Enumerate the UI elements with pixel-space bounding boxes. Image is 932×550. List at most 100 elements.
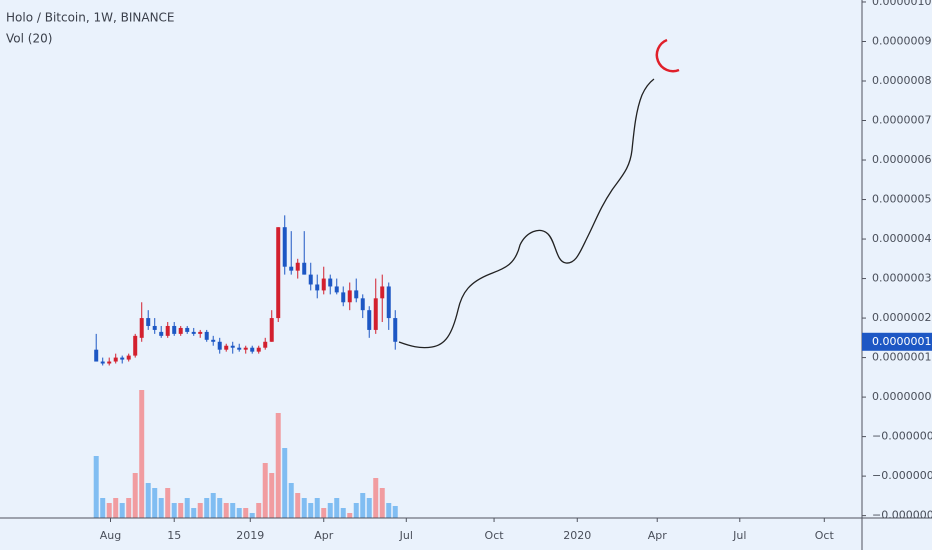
volume-bar — [100, 498, 106, 518]
moon-icon — [655, 38, 680, 73]
candle-body — [328, 278, 333, 287]
candle-body — [276, 227, 281, 319]
candle-body — [100, 361, 105, 364]
candle-body — [347, 290, 352, 303]
candle-body — [386, 286, 391, 319]
y-tick-label: 0.00000060 — [872, 153, 932, 166]
x-tick-label: Apr — [648, 529, 668, 542]
y-tick-label: 0.00000080 — [872, 74, 932, 87]
x-tick-label: Jul — [399, 529, 413, 542]
candle-body — [191, 331, 196, 334]
volume-bar — [275, 413, 281, 518]
volume-bar — [191, 508, 197, 518]
volume-bar — [314, 498, 320, 518]
volume-bar — [366, 498, 372, 518]
volume-bar — [178, 503, 184, 518]
candle-body — [120, 357, 125, 360]
volume-bar — [288, 483, 294, 518]
volume-bar — [132, 473, 138, 518]
volume-bar — [269, 473, 275, 518]
y-tick-label: 0.00000010 — [872, 351, 932, 364]
candle-body — [269, 318, 274, 342]
volume-bar — [301, 498, 307, 518]
volume-bar — [197, 503, 203, 518]
y-tick-label: −0.00000030 — [872, 509, 932, 522]
candle-body — [263, 341, 268, 348]
y-tick-label: 0.00000090 — [872, 34, 932, 47]
candle-body — [295, 262, 300, 271]
candle-body — [380, 286, 385, 299]
candle-body — [217, 341, 222, 350]
volume-bar — [204, 498, 210, 518]
y-tick-label: 0.00000030 — [872, 272, 932, 285]
volume-bar — [119, 503, 125, 518]
volume-bar — [249, 513, 255, 518]
volume-bar — [386, 503, 392, 518]
volume-bar — [171, 503, 177, 518]
y-tick-label: −0.00000020 — [872, 469, 932, 482]
candle-body — [393, 318, 398, 342]
candle-body — [289, 266, 294, 271]
volume-bar — [184, 498, 190, 518]
y-tick-label: 0.00000100 — [872, 0, 932, 8]
volume-bar — [340, 508, 346, 518]
volume-bar — [392, 506, 398, 518]
candle-body — [341, 292, 346, 303]
candle-body — [373, 298, 378, 330]
x-tick-label: 2020 — [563, 529, 591, 542]
candle-body — [256, 347, 261, 352]
candle-body — [308, 274, 313, 285]
volume-bar — [334, 498, 340, 518]
volume-bar — [152, 488, 158, 518]
x-tick-label: Oct — [485, 529, 505, 542]
y-tick-label: 0.00000020 — [872, 311, 932, 324]
x-tick-label: Aug — [100, 529, 121, 542]
volume-bar — [308, 503, 314, 518]
candle-body — [302, 262, 307, 275]
volume-bar — [353, 503, 359, 518]
candle-body — [360, 298, 365, 311]
candle-body — [133, 335, 138, 356]
y-tick-label: 0.00000050 — [872, 193, 932, 206]
y-tick-label: 0.00000070 — [872, 114, 932, 127]
x-tick-label: Jul — [732, 529, 746, 542]
x-tick-label: 2019 — [236, 529, 264, 542]
x-tick-label: 15 — [167, 529, 181, 542]
candle-body — [321, 278, 326, 291]
x-tick-label: Apr — [314, 529, 334, 542]
candle-body — [172, 325, 177, 334]
candle-body — [334, 286, 339, 293]
volume-bar — [373, 478, 379, 518]
last-price-label: 0.00000014 — [872, 335, 932, 348]
candle-body — [224, 345, 229, 350]
volume-bar — [139, 390, 145, 518]
volume-bar — [282, 448, 288, 518]
candle-body — [204, 331, 209, 340]
volume-bar — [321, 508, 327, 518]
candle-body — [139, 318, 144, 338]
volume-bar — [210, 493, 216, 518]
volume-bar — [327, 503, 333, 518]
volume-bar — [93, 456, 99, 518]
candle-body — [354, 290, 359, 299]
last-price-box — [862, 332, 932, 351]
candle-body — [152, 325, 157, 330]
volume-bar — [262, 463, 268, 518]
volume-bar — [113, 498, 119, 518]
drawn-trend-line — [398, 78, 655, 349]
volume-bar — [106, 503, 112, 518]
y-tick-label: 0.00000040 — [872, 232, 932, 245]
candle-body — [107, 361, 112, 364]
volume-bar — [295, 493, 301, 518]
candle-body — [211, 339, 216, 342]
volume-bar — [158, 498, 164, 518]
plot — [93, 215, 398, 518]
candle-body — [243, 347, 248, 350]
volume-bar — [126, 498, 132, 518]
candle-body — [367, 310, 372, 330]
volume-bar — [256, 503, 262, 518]
volume-bar — [230, 503, 236, 518]
candle-body — [165, 325, 170, 336]
